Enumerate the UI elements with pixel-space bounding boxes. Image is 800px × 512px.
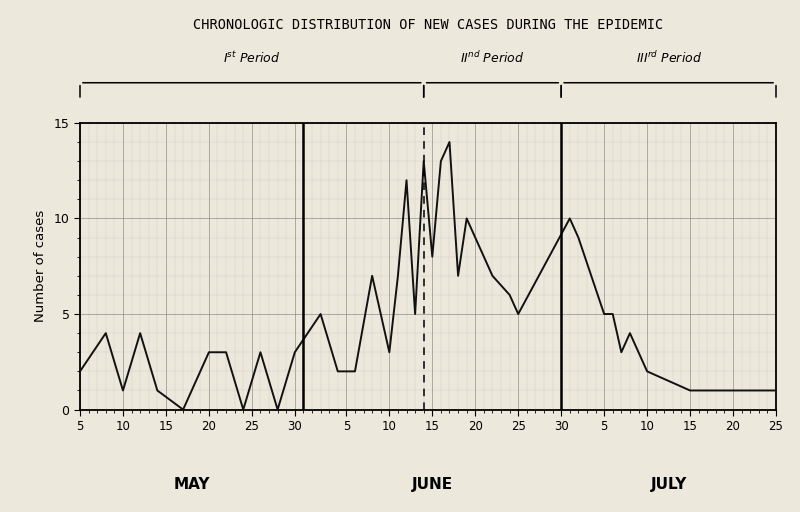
Text: III$^{rd}$ Period: III$^{rd}$ Period (635, 50, 702, 66)
Text: CHRONOLOGIC DISTRIBUTION OF NEW CASES DURING THE EPIDEMIC: CHRONOLOGIC DISTRIBUTION OF NEW CASES DU… (193, 18, 663, 32)
Text: I$^{st}$ Period: I$^{st}$ Period (223, 50, 281, 66)
Text: JULY: JULY (650, 477, 686, 492)
Text: JUNE: JUNE (412, 477, 453, 492)
Text: MAY: MAY (174, 477, 210, 492)
Text: II$^{nd}$ Period: II$^{nd}$ Period (460, 50, 525, 66)
Y-axis label: Number of cases: Number of cases (34, 210, 46, 323)
